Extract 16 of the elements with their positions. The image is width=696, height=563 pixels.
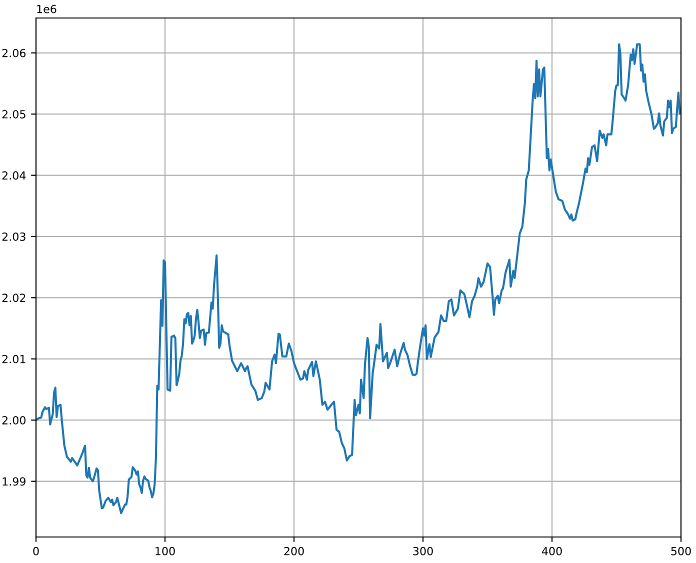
y-tick-label: 2.04 [2, 171, 26, 180]
y-tick-label: 2.01 [2, 354, 26, 364]
x-tick-label: 500 [671, 546, 691, 556]
x-tick-label: 300 [413, 546, 433, 556]
x-tick-label: 0 [33, 546, 39, 556]
line-series [36, 43, 681, 514]
x-tick-label: 200 [284, 546, 304, 556]
text: 1e6 [37, 4, 56, 14]
y-tick-label: 2.00 [2, 416, 26, 424]
y-tick-label: 2.06 [2, 48, 26, 58]
x-tick-label: 100 [156, 546, 175, 556]
y-tick-label: 2.02 [2, 294, 26, 302]
y-tick-label: 2.05 [2, 110, 26, 118]
y-tick-label: 2.03 [2, 232, 26, 241]
x-tick-label: 400 [542, 546, 562, 556]
y-tick-label: 1.99 [2, 477, 26, 486]
